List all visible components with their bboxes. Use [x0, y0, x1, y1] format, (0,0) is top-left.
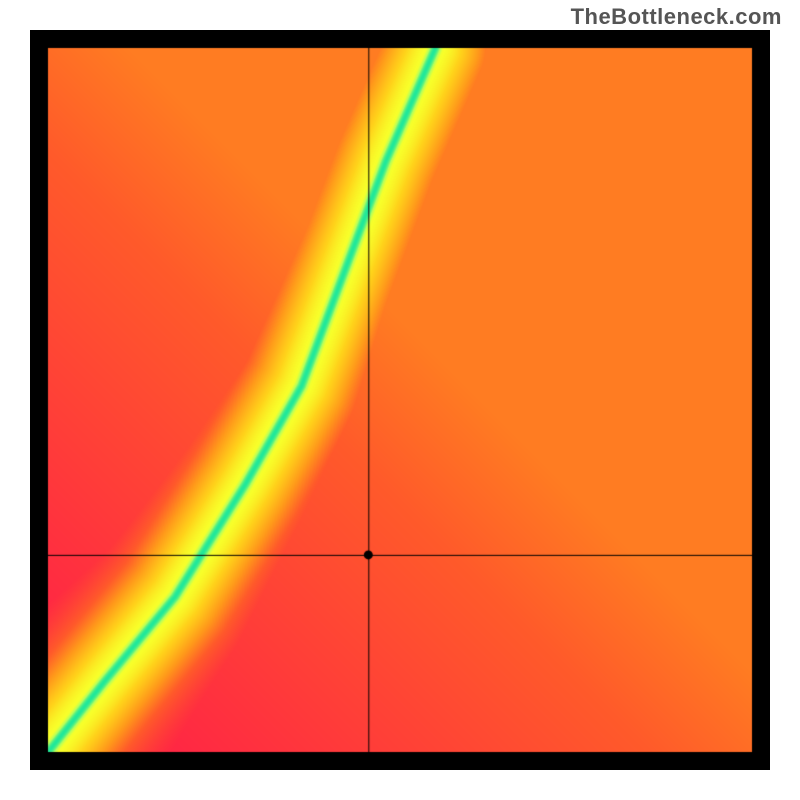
bottleneck-heatmap-frame: [30, 30, 770, 770]
watermark-text: TheBottleneck.com: [571, 4, 782, 30]
bottleneck-heatmap-canvas: [30, 30, 770, 770]
